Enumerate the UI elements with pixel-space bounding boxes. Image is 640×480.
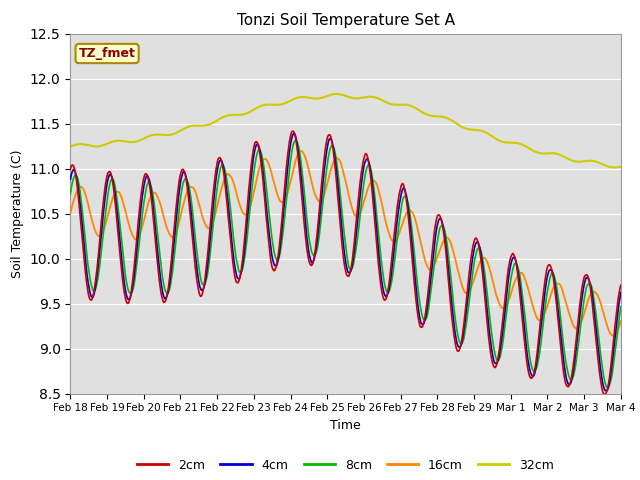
Legend: 2cm, 4cm, 8cm, 16cm, 32cm: 2cm, 4cm, 8cm, 16cm, 32cm [132, 454, 559, 477]
Text: TZ_fmet: TZ_fmet [79, 47, 136, 60]
Title: Tonzi Soil Temperature Set A: Tonzi Soil Temperature Set A [237, 13, 454, 28]
Y-axis label: Soil Temperature (C): Soil Temperature (C) [12, 149, 24, 278]
X-axis label: Time: Time [330, 419, 361, 432]
